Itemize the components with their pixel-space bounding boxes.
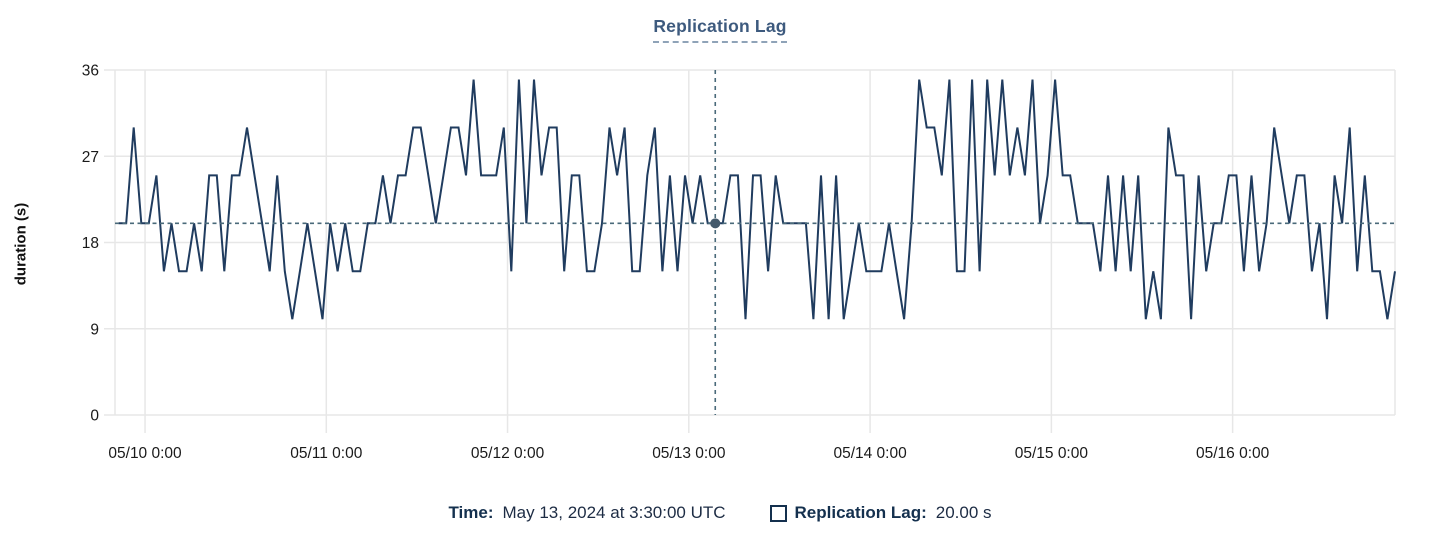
time-value: May 13, 2024 at 3:30:00 UTC: [502, 503, 726, 522]
y-tick-label: 36: [82, 63, 99, 80]
time-label: Time:: [448, 503, 494, 522]
replication-lag-series-line[interactable]: [118, 79, 1396, 320]
tooltip-readout: Time: May 13, 2024 at 3:30:00 UTC Replic…: [0, 503, 1440, 523]
x-tick-label: 05/11 0:00: [290, 445, 362, 462]
series-label: Replication Lag:: [794, 503, 927, 522]
x-tick-label: 05/13 0:00: [652, 445, 726, 462]
x-tick-label: 05/12 0:00: [471, 445, 545, 462]
series-value: 20.00 s: [935, 503, 992, 522]
y-tick-label: 0: [90, 408, 99, 425]
y-tick-label: 27: [82, 149, 99, 166]
legend-series-toggle[interactable]: Replication Lag: 20.00 s: [769, 503, 992, 523]
x-tick-label: 05/10 0:00: [108, 445, 182, 462]
y-tick-label: 9: [90, 321, 99, 338]
y-axis-title: duration (s): [12, 202, 30, 286]
lag-line-chart[interactable]: 0 9 18 27 36 05/10 0:00 05/11 0:00 05/12 0:00 05…: [0, 0, 1440, 490]
x-tick-label: 05/16 0:00: [1196, 445, 1270, 462]
selected-point-marker[interactable]: [710, 218, 721, 229]
x-tick-label: 05/15 0:00: [1015, 445, 1089, 462]
chart-title[interactable]: Replication Lag: [653, 16, 787, 43]
y-tick-label: 18: [82, 235, 99, 252]
chart-title-wrap: Replication Lag: [0, 16, 1440, 43]
x-tick-label: 05/14 0:00: [833, 445, 907, 462]
series-checkbox-icon[interactable]: [769, 505, 787, 522]
